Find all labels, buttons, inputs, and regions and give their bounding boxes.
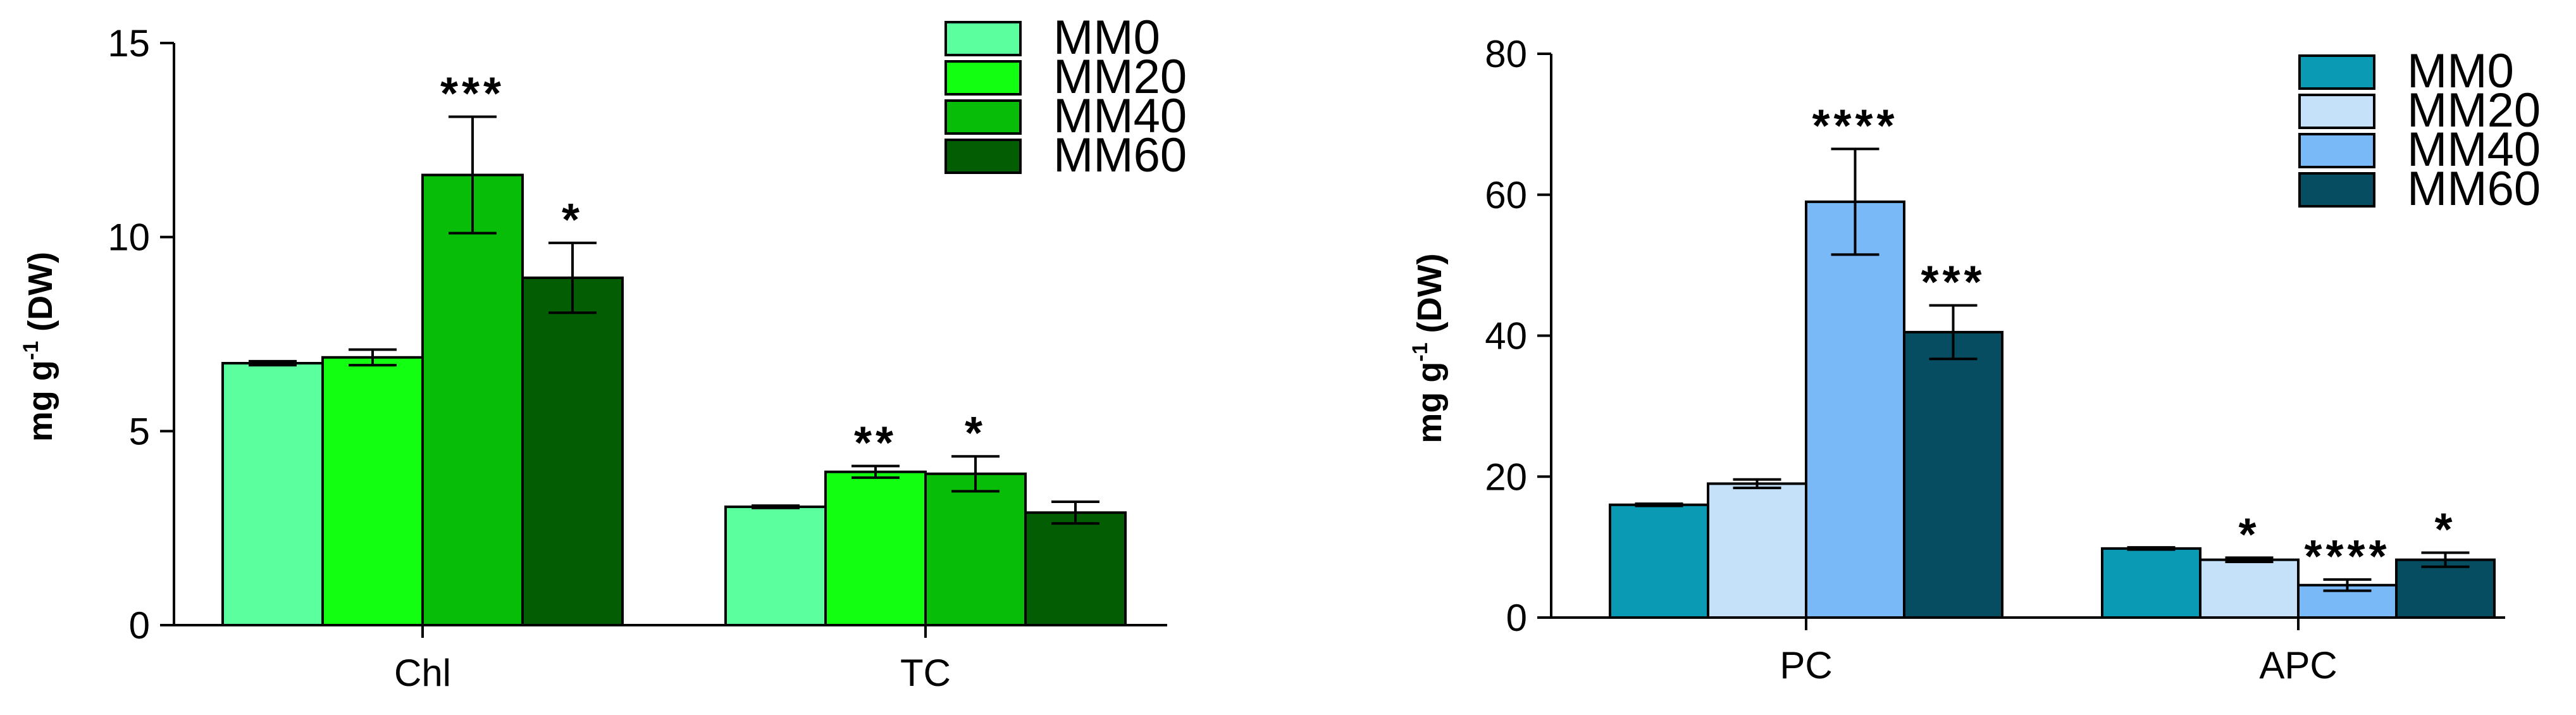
y-axis-label-superscript: -1 bbox=[1408, 342, 1432, 361]
legend-swatch bbox=[2298, 54, 2375, 90]
x-category-label: Chl bbox=[394, 652, 451, 694]
bar-TC-MM60 bbox=[1024, 511, 1127, 627]
y-axis-label: mg g-1 (DW) bbox=[1408, 253, 1449, 443]
bar-PC-MM60 bbox=[1903, 330, 2003, 619]
y-axis-label: mg g-1 (DW) bbox=[19, 252, 59, 442]
bar-TC-MM20 bbox=[824, 470, 927, 626]
significance-label: * bbox=[2238, 509, 2260, 560]
y-tick-label: 60 bbox=[1485, 174, 1527, 216]
y-tick-label: 10 bbox=[108, 216, 150, 259]
significance-label: ** bbox=[854, 418, 897, 469]
y-tick-label: 20 bbox=[1485, 456, 1527, 498]
bar-Chl-MM40 bbox=[421, 173, 524, 626]
legend-swatch bbox=[2298, 172, 2375, 208]
significance-label: * bbox=[562, 195, 583, 246]
legend-label: MM0 bbox=[2407, 44, 2514, 98]
bar-APC-MM0 bbox=[2101, 547, 2201, 619]
legend-label: MM20 bbox=[1053, 50, 1187, 104]
y-tick-label: 5 bbox=[129, 410, 150, 452]
y-tick-label: 15 bbox=[108, 22, 150, 65]
y-tick-label: 0 bbox=[129, 604, 150, 647]
legend-label: MM60 bbox=[2407, 162, 2541, 216]
legend-swatch bbox=[944, 99, 1022, 135]
legend-label: MM40 bbox=[2407, 123, 2541, 177]
y-axis-label-unit: (DW) bbox=[22, 252, 59, 341]
y-axis-label-unit: (DW) bbox=[1411, 253, 1449, 342]
bar-PC-MM40 bbox=[1805, 200, 1905, 619]
significance-label: *** bbox=[440, 69, 505, 120]
y-tick-label: 80 bbox=[1485, 33, 1527, 75]
bar-Chl-MM60 bbox=[521, 277, 624, 627]
legend-swatch bbox=[944, 21, 1022, 56]
legend-swatch bbox=[944, 60, 1022, 96]
x-category-label: TC bbox=[900, 652, 951, 694]
legend-label: MM60 bbox=[1053, 128, 1187, 182]
y-axis-label-superscript: -1 bbox=[19, 341, 43, 360]
legend-swatch bbox=[944, 139, 1022, 174]
bar-APC-MM20 bbox=[2199, 558, 2300, 619]
legend-swatch bbox=[2298, 94, 2375, 129]
x-category-label: PC bbox=[1780, 644, 1832, 687]
significance-label: **** bbox=[1812, 101, 1898, 151]
legend-label: MM20 bbox=[2407, 84, 2541, 137]
significance-label: **** bbox=[2304, 532, 2390, 582]
bar-TC-MM40 bbox=[924, 472, 1027, 626]
y-tick-label: 40 bbox=[1485, 315, 1527, 358]
bar-Chl-MM0 bbox=[221, 362, 324, 626]
bar-PC-MM0 bbox=[1609, 503, 1709, 619]
legend-label: MM0 bbox=[1053, 11, 1160, 65]
bar-Chl-MM20 bbox=[321, 356, 424, 626]
y-axis-label-text: mg g bbox=[1411, 362, 1449, 444]
significance-label: *** bbox=[1921, 258, 1985, 308]
legend-label: MM40 bbox=[1053, 89, 1187, 143]
y-axis-label-text: mg g bbox=[22, 360, 59, 442]
bar-TC-MM0 bbox=[724, 505, 827, 627]
y-tick-label: 0 bbox=[1506, 597, 1527, 639]
legend-swatch bbox=[2298, 133, 2375, 168]
x-category-label: APC bbox=[2259, 644, 2337, 687]
significance-label: * bbox=[965, 408, 986, 459]
bar-PC-MM20 bbox=[1707, 482, 1807, 619]
bar-APC-MM60 bbox=[2395, 558, 2496, 619]
significance-label: * bbox=[2434, 505, 2456, 556]
